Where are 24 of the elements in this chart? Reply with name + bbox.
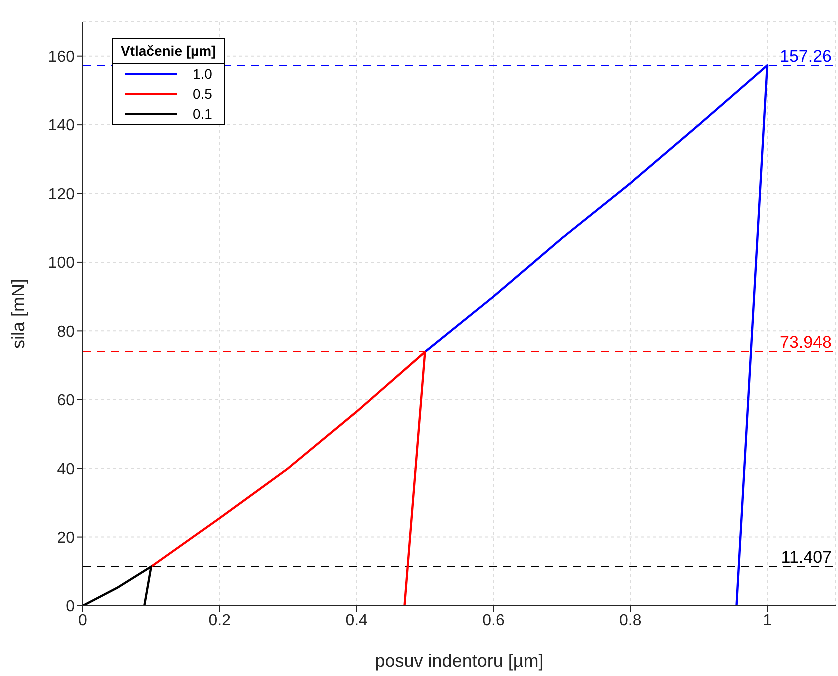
ref-line-label: 11.407 (781, 548, 832, 567)
x-tick-label: 0.6 (482, 612, 505, 630)
y-tick-label: 20 (57, 530, 76, 547)
x-tick-label: 0.2 (208, 612, 232, 630)
ref-line-label: 157.26 (780, 46, 832, 66)
y-tick-label: 120 (48, 186, 76, 204)
y-tick-label: 0 (66, 598, 76, 616)
x-tick-label: 0 (78, 612, 88, 630)
y-tick-label: 140 (48, 118, 76, 135)
y-tick-label: 160 (48, 49, 76, 66)
legend-label: 1.0 (193, 66, 212, 82)
y-tick-label: 40 (57, 461, 76, 478)
x-axis-title: posuv indentoru [µm] (375, 650, 544, 671)
legend-title: Vtlačenie [µm] (113, 39, 224, 64)
x-tick-label: 1 (763, 612, 772, 630)
y-axis-title: sila [mN] (8, 278, 28, 350)
y-tick-label: 100 (48, 255, 76, 272)
ref-line-label: 73.948 (780, 332, 832, 352)
legend-label: 0.5 (193, 86, 212, 102)
y-tick-label: 80 (57, 324, 76, 341)
legend-label: 0.1 (193, 106, 212, 122)
x-tick-label: 0.8 (620, 612, 642, 630)
x-tick-label: 0.4 (346, 612, 368, 630)
y-tick-label: 60 (57, 392, 76, 410)
